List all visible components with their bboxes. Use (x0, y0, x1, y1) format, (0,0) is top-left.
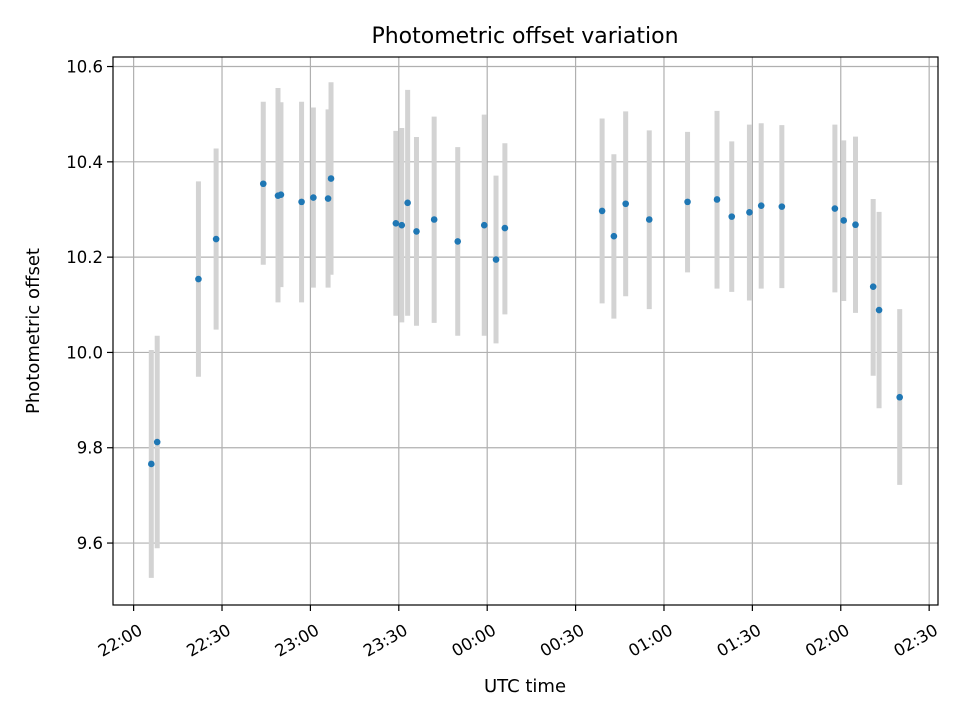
data-point (684, 198, 691, 206)
data-point (404, 199, 411, 207)
x-tick-label: 01:30 (714, 620, 765, 660)
x-tick-label: 22:30 (183, 620, 234, 660)
data-point (324, 195, 332, 202)
data-point (831, 205, 839, 212)
data-point (492, 256, 500, 263)
x-tick-label: 02:00 (802, 620, 853, 660)
data-point (392, 220, 400, 227)
data-point (430, 216, 438, 223)
data-points (148, 175, 903, 468)
plot-frame (112, 56, 939, 606)
data-point (713, 196, 721, 203)
data-point (148, 460, 155, 468)
data-point (598, 207, 606, 215)
x-tick-label: 01:00 (625, 620, 676, 660)
data-point (728, 213, 736, 220)
x-axis: 22:00 22:30 23:00 23:30 00:00 00:30 01:00 01:30… (95, 605, 941, 661)
x-tick-label: 00:30 (537, 620, 588, 660)
y-tick-label: 10.2 (66, 248, 103, 267)
data-point (501, 224, 509, 232)
data-point (212, 235, 220, 243)
data-point (852, 221, 859, 229)
y-tick-label: 9.8 (77, 439, 103, 458)
data-point (454, 238, 462, 245)
y-tick-label: 9.6 (77, 534, 103, 553)
data-point (195, 275, 202, 283)
y-tick-label: 10.6 (66, 58, 103, 77)
data-point (413, 228, 420, 235)
data-point (259, 180, 267, 188)
data-point (778, 203, 786, 210)
error-bars (148, 82, 903, 578)
y-axis-label: Photometric offset (23, 248, 44, 414)
data-point (896, 393, 903, 401)
data-point (480, 221, 488, 229)
data-point (869, 283, 877, 290)
data-point (398, 221, 406, 229)
data-point (610, 232, 618, 240)
y-tick-label: 10.0 (66, 343, 103, 362)
x-tick-label: 22:00 (95, 620, 146, 660)
grid-lines (113, 57, 938, 605)
x-tick-label: 02:30 (890, 620, 941, 660)
chart-title: Photometric offset variation (371, 24, 678, 49)
x-tick-label: 23:00 (272, 620, 323, 660)
data-point (622, 200, 629, 208)
x-axis-label: UTC time (484, 676, 566, 697)
y-tick-label: 10.4 (66, 153, 103, 172)
data-point (153, 438, 161, 446)
data-point (310, 194, 317, 201)
data-point (746, 209, 753, 216)
data-point (875, 306, 883, 314)
data-point (327, 175, 335, 182)
data-point (645, 216, 653, 223)
data-point (298, 198, 305, 206)
data-point (277, 191, 285, 199)
data-point (840, 217, 848, 224)
data-point (757, 202, 765, 209)
x-tick-label: 23:30 (360, 620, 411, 660)
y-axis: 9.6 9.8 10.0 10.2 10.4 10.6 (66, 58, 113, 553)
x-tick-label: 00:00 (449, 620, 500, 660)
